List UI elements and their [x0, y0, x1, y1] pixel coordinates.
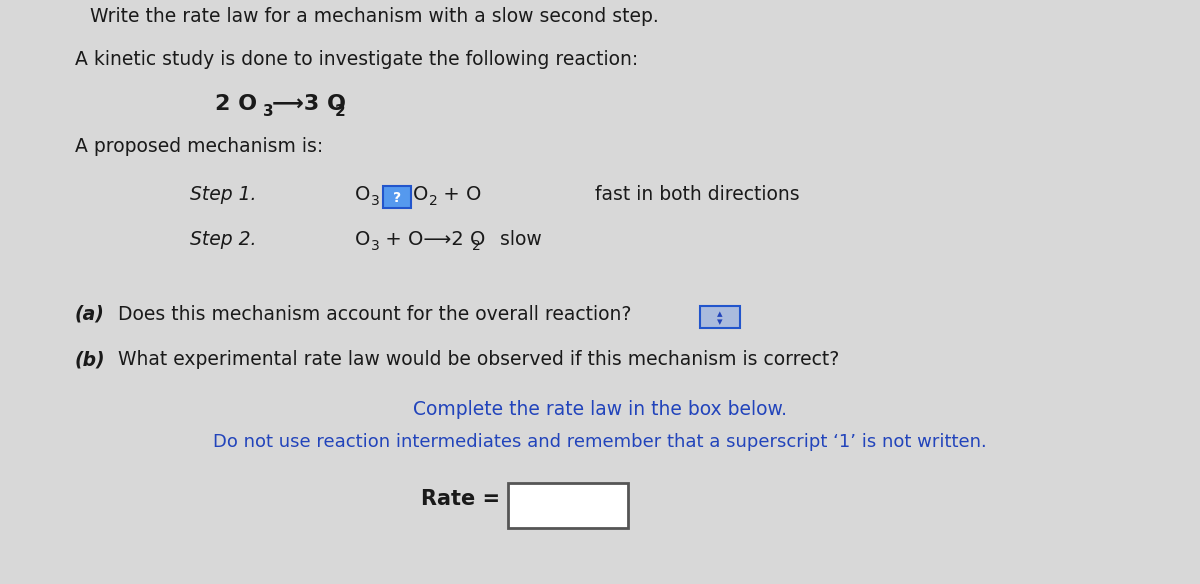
Bar: [383, 186, 410, 208]
Text: O: O: [355, 185, 371, 204]
Text: Do not use reaction intermediates and remember that a superscript ‘1’ is not wri: Do not use reaction intermediates and re…: [214, 433, 986, 451]
Text: (b): (b): [74, 350, 106, 369]
Text: A kinetic study is done to investigate the following reaction:: A kinetic study is done to investigate t…: [74, 50, 638, 69]
Text: + O: + O: [437, 185, 481, 204]
Text: slow: slow: [488, 230, 541, 249]
Text: 2: 2: [335, 104, 346, 119]
Text: Write the rate law for a mechanism with a slow second step.: Write the rate law for a mechanism with …: [90, 7, 659, 26]
Text: 2 O: 2 O: [215, 94, 257, 114]
Bar: [700, 306, 740, 328]
Text: + O⟶2 O: + O⟶2 O: [379, 230, 485, 249]
Text: Rate =: Rate =: [421, 489, 500, 509]
Text: A proposed mechanism is:: A proposed mechanism is:: [74, 137, 323, 156]
Text: Step 2.: Step 2.: [190, 230, 257, 249]
Text: O: O: [413, 185, 428, 204]
Text: What experimental rate law would be observed if this mechanism is correct?: What experimental rate law would be obse…: [118, 350, 839, 369]
Text: ▴
▾: ▴ ▾: [718, 309, 722, 327]
Text: 3: 3: [371, 239, 379, 253]
Text: (a): (a): [74, 305, 104, 324]
Text: ⟶3 O: ⟶3 O: [272, 94, 346, 114]
Text: 3: 3: [263, 104, 274, 119]
Text: Step 1.: Step 1.: [190, 185, 257, 204]
Text: Does this mechanism account for the overall reaction?: Does this mechanism account for the over…: [118, 305, 631, 324]
Text: 3: 3: [371, 194, 379, 208]
Text: ?: ?: [392, 191, 401, 205]
Text: O: O: [355, 230, 371, 249]
Text: 2: 2: [472, 239, 481, 253]
Text: Complete the rate law in the box below.: Complete the rate law in the box below.: [413, 400, 787, 419]
Bar: [508, 483, 628, 528]
Text: 2: 2: [430, 194, 438, 208]
Text: fast in both directions: fast in both directions: [595, 185, 799, 204]
